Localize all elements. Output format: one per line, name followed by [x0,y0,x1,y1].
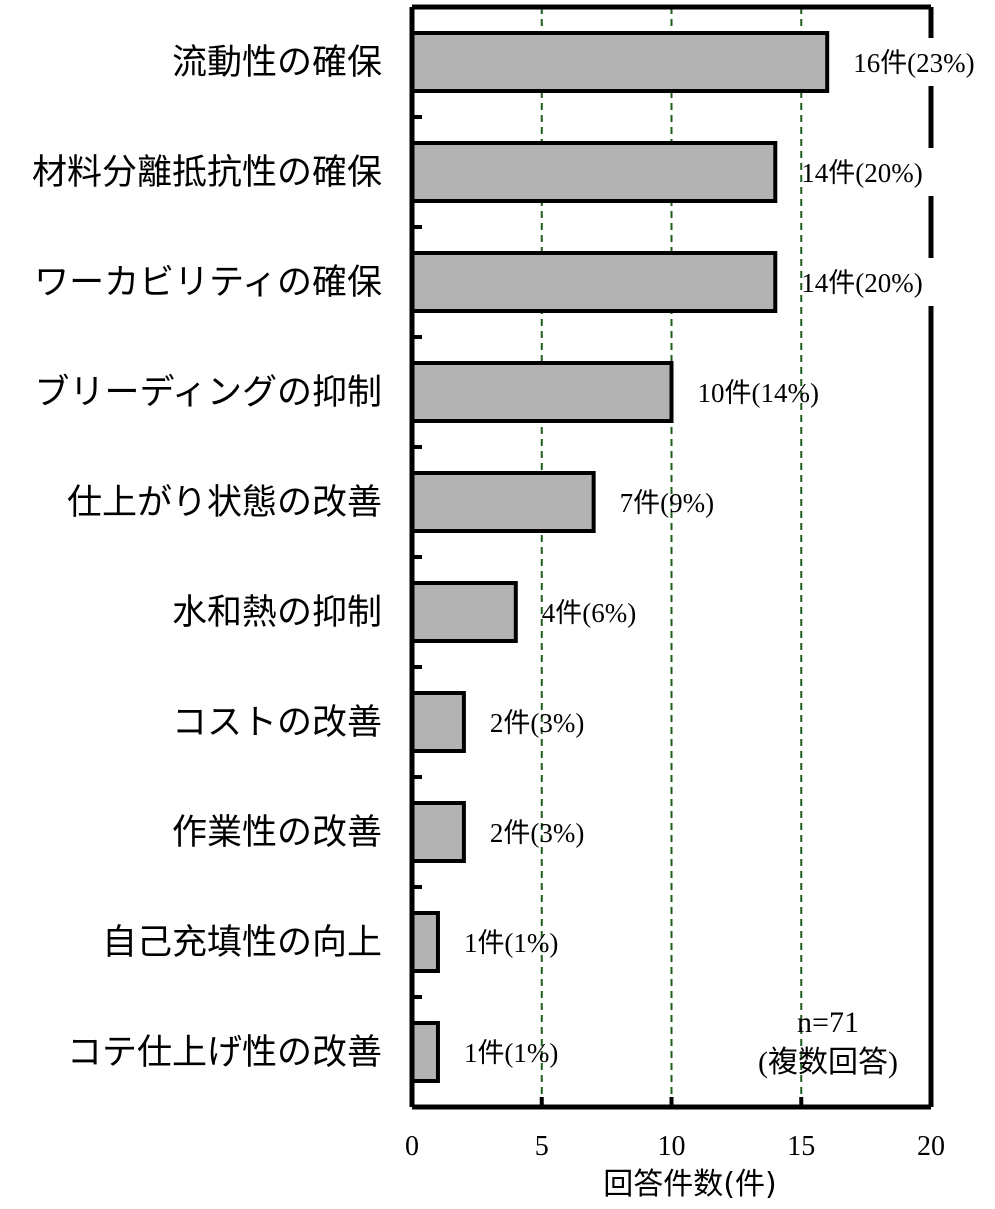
x-axis-title: 回答件数(件) [603,1167,776,1202]
category-label: ワーカビリティの確保 [34,263,382,303]
bar [410,801,466,863]
x-tick-label: 5 [535,1131,549,1162]
category-label: コストの改善 [172,703,382,743]
category-label: 水和熱の抑制 [172,593,382,633]
multiple-answer-note: (複数回答) [758,1046,898,1079]
value-label: 16件(23%) [853,48,974,78]
value-label: 1件(1%) [464,1038,558,1068]
bar [410,141,778,203]
value-label-background [925,38,937,86]
x-tick-label: 15 [787,1131,815,1162]
category-labels: 流動性の確保材料分離抵抗性の確保ワーカビリティの確保ブリーディングの抑制仕上がり… [32,43,382,1073]
value-label: 14件(20%) [801,158,922,188]
bar [410,581,518,643]
category-label: ブリーディングの抑制 [34,373,382,413]
x-tick-label: 20 [917,1131,945,1162]
value-label: 10件(14%) [698,378,819,408]
category-label: 仕上がり状態の改善 [67,483,382,523]
bar [410,471,596,533]
x-tick-label: 0 [405,1131,419,1162]
value-labels: 16件(23%) 14件(20%) 14件(20%) 10件(14%) 7件(9%) 4件… [464,38,975,1068]
bar [410,251,778,313]
bar [410,31,830,93]
value-label: 2件(3%) [490,708,584,738]
bar [410,691,466,753]
category-label: 流動性の確保 [172,43,382,83]
bar [410,911,440,973]
x-axis-ticks: 0 5 10 15 20 [405,1097,945,1162]
category-label: コテ仕上げ性の改善 [67,1033,382,1073]
value-label-background [925,258,937,306]
x-tick-label: 10 [658,1131,686,1162]
value-label: 4件(6%) [542,598,636,628]
bar [410,1021,440,1083]
value-label: 14件(20%) [801,268,922,298]
value-label: 1件(1%) [464,928,558,958]
sample-size-note: n=71 [797,1006,859,1039]
category-label: 自己充填性の向上 [102,923,382,963]
bars [410,31,830,1083]
value-label: 2件(3%) [490,818,584,848]
category-label: 作業性の改善 [172,813,382,853]
category-label: 材料分離抵抗性の確保 [32,153,382,193]
bar [410,361,674,423]
value-label-background [925,148,937,196]
value-label: 7件(9%) [620,488,714,518]
